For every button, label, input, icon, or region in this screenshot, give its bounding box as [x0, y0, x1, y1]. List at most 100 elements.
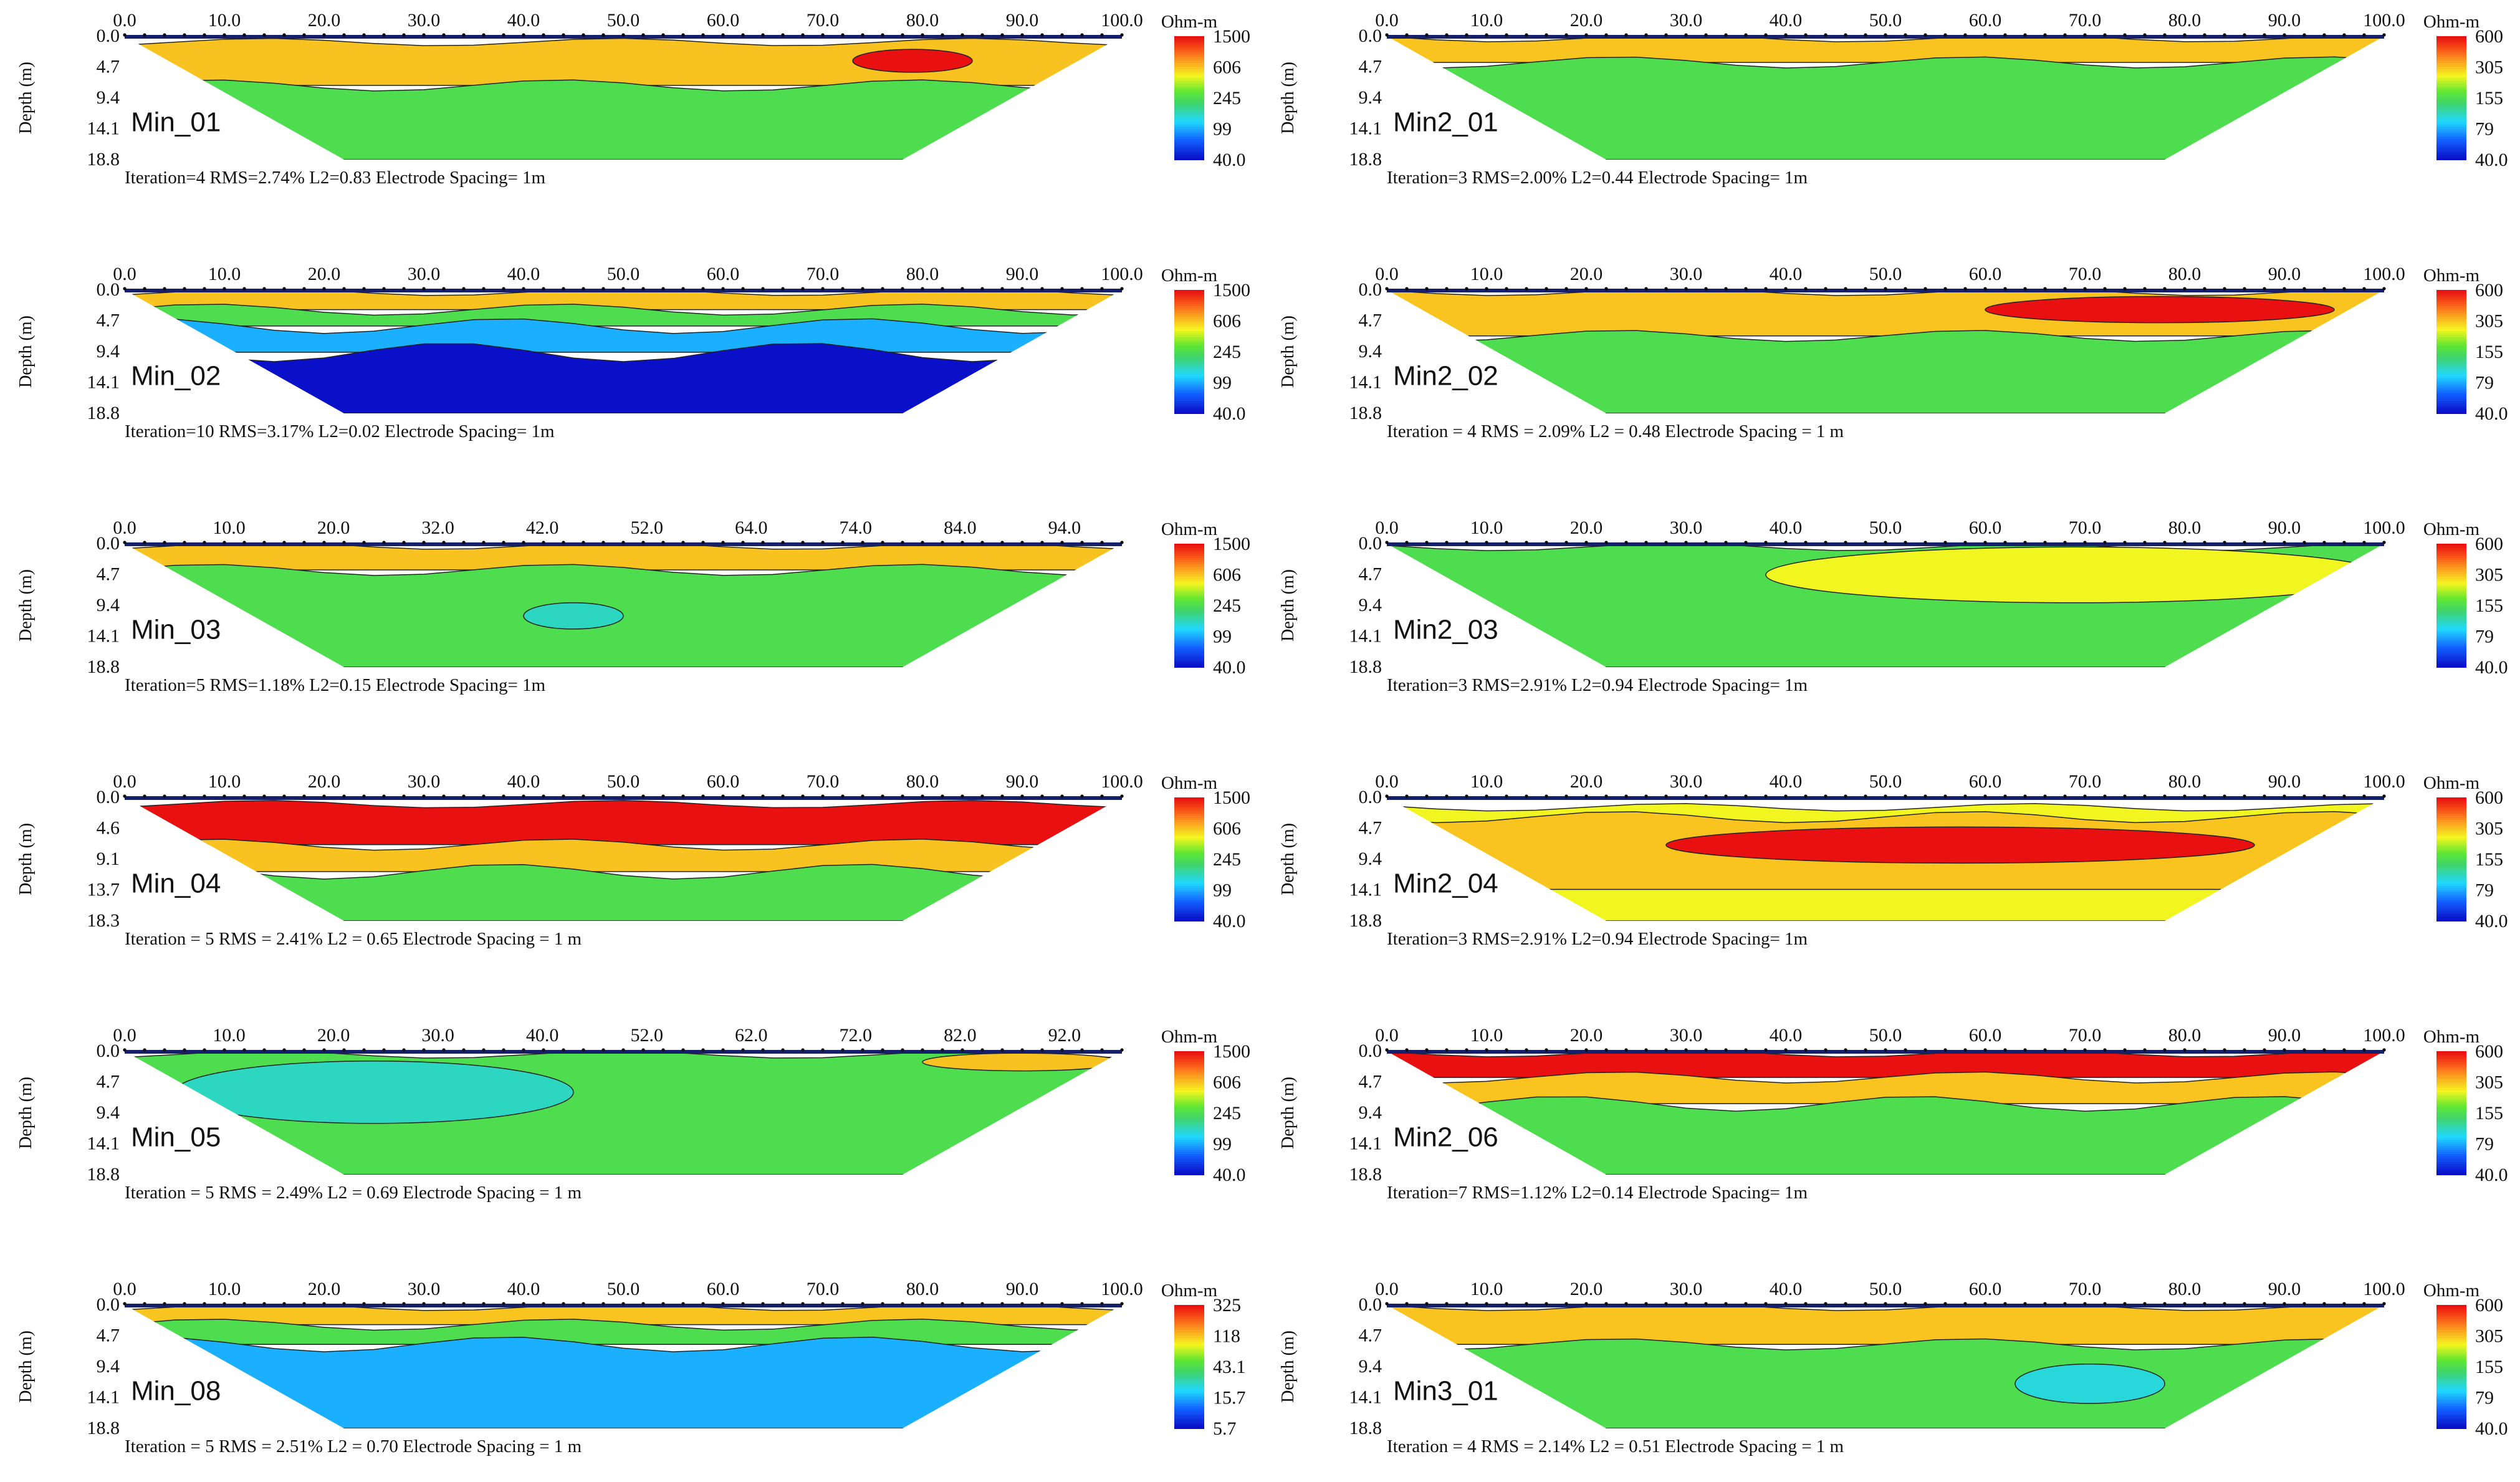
scale-swatch	[2436, 613, 2466, 617]
electrode-marker	[1604, 1048, 1608, 1052]
scale-swatch	[1174, 570, 1204, 574]
scale-swatch	[1174, 1344, 1204, 1347]
scale-swatch	[2436, 1375, 2466, 1378]
electrode-marker	[1060, 1302, 1064, 1306]
scale-swatch	[2436, 153, 2466, 156]
electrode-marker	[701, 1048, 705, 1052]
scale-swatch	[2436, 1150, 2466, 1153]
scale-swatch	[1174, 73, 1204, 76]
scale-swatch	[2436, 296, 2466, 299]
electrode-marker	[2263, 1302, 2266, 1306]
scale-swatch	[2436, 1160, 2466, 1163]
electrode-marker	[2143, 541, 2147, 544]
electrode-marker	[123, 33, 127, 37]
scale-swatch	[2436, 1416, 2466, 1419]
electrode-marker	[262, 33, 266, 37]
x-tick-label: 90.0	[2268, 1025, 2301, 1046]
electrode-marker	[1824, 1302, 1828, 1306]
electrode-marker	[961, 33, 964, 37]
depth-tick-label: 18.8	[1349, 403, 1382, 423]
scale-swatch	[2436, 574, 2466, 577]
depth-tick-label: 18.3	[87, 910, 120, 931]
scale-swatch	[2436, 308, 2466, 311]
scale-swatch	[1174, 333, 1204, 336]
scale-swatch	[2436, 657, 2466, 660]
scale-swatch	[1174, 362, 1204, 365]
depth-tick-label: 4.7	[1359, 564, 1382, 585]
electrode-marker	[223, 287, 226, 291]
x-tick-label: 30.0	[1670, 1279, 1703, 1299]
scale-swatch	[2436, 67, 2466, 70]
resistivity-layer	[125, 1318, 1122, 1345]
scale-value: 606	[1213, 565, 1241, 585]
x-tick-label: 50.0	[1869, 1025, 1902, 1046]
scale-swatch	[2436, 900, 2466, 903]
electrode-marker	[2123, 794, 2127, 798]
x-tick-label: 30.0	[1670, 1025, 1703, 1046]
resistivity-layer	[1387, 1338, 2384, 1428]
scale-swatch	[2436, 1422, 2466, 1425]
electrode-marker	[282, 1048, 286, 1052]
scale-swatch	[1174, 62, 1204, 66]
electrode-marker	[801, 1302, 805, 1306]
electrode-marker	[2063, 287, 2067, 291]
electrode-marker	[482, 287, 486, 291]
x-tick-label: 60.0	[1969, 771, 2002, 792]
scale-swatch	[2436, 362, 2466, 365]
x-tick-label: 70.0	[2069, 10, 2102, 31]
electrode-marker	[402, 541, 406, 544]
scale-swatch	[2436, 1123, 2466, 1126]
electrode-marker	[1385, 541, 1389, 544]
scale-swatch	[1174, 85, 1204, 89]
depth-tick-label: 18.8	[1349, 1418, 1382, 1438]
scale-swatch	[1174, 603, 1204, 606]
scale-swatch	[2436, 552, 2466, 555]
scale-swatch	[1174, 339, 1204, 342]
scale-swatch	[2436, 384, 2466, 388]
scale-swatch	[2436, 1426, 2466, 1429]
electrode-marker	[1864, 541, 1867, 544]
electrode-marker	[621, 33, 625, 37]
scale-swatch	[2436, 1358, 2466, 1362]
scale-swatch	[2436, 603, 2466, 606]
scale-swatch	[2436, 816, 2466, 819]
electrode-marker	[402, 794, 406, 798]
scale-swatch	[1174, 157, 1204, 160]
electrode-marker	[1744, 1048, 1748, 1052]
x-tick-label: 32.0	[421, 517, 454, 538]
scale-swatch	[2436, 847, 2466, 850]
scale-swatch	[1174, 325, 1204, 328]
electrode-marker	[801, 287, 805, 291]
resistivity-anomaly	[523, 602, 624, 630]
section-min_02: 0.0 10.0 20.0 30.0 40.0 50.0 60.0 70.0 80.0 90.0 1…	[16, 264, 1250, 441]
electrode-marker	[1744, 541, 1748, 544]
electrode-marker	[183, 33, 186, 37]
scale-swatch	[1174, 329, 1204, 332]
scale-value: 1500	[1213, 280, 1250, 301]
depth-axis-label: Depth (m)	[1278, 315, 1298, 388]
x-tick-label: 100.0	[2363, 10, 2405, 31]
scale-swatch	[1174, 1335, 1204, 1339]
x-tick-label: 20.0	[1570, 771, 1603, 792]
scale-swatch	[1174, 607, 1204, 610]
scale-value: 99	[1213, 1134, 1232, 1155]
scale-swatch	[2436, 83, 2466, 87]
scale-swatch	[1174, 1084, 1204, 1087]
electrode-marker	[1000, 33, 1004, 37]
scale-swatch	[1174, 92, 1204, 95]
scale-swatch	[1174, 552, 1204, 555]
scale-swatch	[1174, 137, 1204, 140]
scale-swatch	[1174, 818, 1204, 821]
resistivity-anomaly	[174, 1061, 574, 1124]
electrode-marker	[2243, 1302, 2246, 1306]
electrode-marker	[1060, 33, 1064, 37]
electrode-marker	[2203, 1048, 2206, 1052]
scale-swatch	[2436, 352, 2466, 355]
electrode-marker	[2023, 1048, 2027, 1052]
profile-name: Min2_01	[1393, 107, 1498, 137]
profile-name: Min2_03	[1393, 614, 1498, 645]
scale-value: 305	[2475, 565, 2503, 585]
scale-swatch	[1174, 141, 1204, 144]
scale-swatch	[2436, 1096, 2466, 1099]
electrode-marker	[2083, 794, 2087, 798]
